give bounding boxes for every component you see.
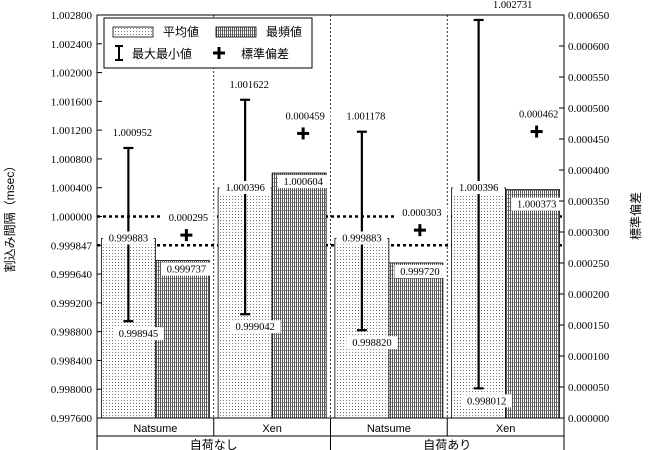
right-tick-label: 0.000300 — [568, 227, 610, 239]
max-value-label: 1.001622 — [229, 80, 268, 91]
legend-box — [103, 17, 313, 69]
min-value-label: 0.998012 — [467, 396, 506, 407]
group-label: 自荷なし — [190, 438, 238, 450]
left-tick-label: 0.999200 — [51, 298, 93, 310]
bar-mode — [154, 260, 210, 419]
left-axis-ticks: 0.997600 0.998000 0.998400 0.998800 0.999200… — [51, 10, 102, 425]
right-tick-label: 0.000250 — [568, 258, 610, 270]
left-tick-label: 1.002800 — [51, 10, 93, 22]
left-tick-label: 0.999847 — [51, 240, 93, 252]
mode-value-label: 0.999720 — [400, 267, 439, 278]
mean-value-label: 1.000396 — [459, 183, 498, 194]
left-tick-label: 1.001200 — [51, 125, 93, 137]
category-label: Natsume — [367, 423, 411, 435]
right-tick-label: 0.000350 — [568, 196, 610, 208]
left-axis-title: 割込み間隔（msec） — [2, 160, 17, 273]
error-bars — [123, 18, 484, 390]
min-value-label-bg — [346, 336, 398, 350]
mean-value-label-bg — [219, 181, 271, 195]
stddev-value-label-bg — [513, 107, 565, 121]
right-axis-ticks: 0.000000 0.000050 0.000100 0.000150 0.000200… — [559, 10, 610, 425]
mean-value-label-bg — [336, 231, 388, 245]
legend: 平均値 最頻値 最大最小値 標準偏差 — [103, 17, 313, 69]
min-value-label: 0.998820 — [352, 338, 391, 349]
mode-value-label: 0.999737 — [167, 265, 206, 276]
left-tick-label: 1.000800 — [51, 154, 93, 166]
group-label: 自荷あり — [423, 438, 471, 450]
mean-value-label: 0.999883 — [109, 234, 148, 245]
mean-value-label-bg — [453, 181, 505, 195]
left-tick-label: 1.000400 — [51, 183, 93, 195]
legend-minmax-icon — [115, 45, 123, 61]
left-tick-label: 0.998000 — [51, 384, 93, 396]
max-value-label-bg — [106, 125, 158, 139]
mean-value-label: 1.000396 — [225, 183, 264, 194]
right-tick-label: 0.000650 — [568, 10, 610, 22]
mode-value-label-bg — [277, 175, 329, 189]
mode-value-label: 1.000373 — [517, 200, 556, 211]
bar-mode — [388, 262, 444, 419]
max-value-label: 1.000952 — [113, 128, 152, 139]
min-value-label-bg — [112, 327, 164, 341]
bar-mode — [505, 189, 561, 419]
legend-label-stddev: 標準偏差 — [241, 46, 289, 61]
min-value-label-bg — [461, 394, 513, 408]
right-axis-title: 標準偏差 — [628, 192, 643, 240]
category-label: Xen — [496, 423, 516, 435]
right-tick-label: 0.000550 — [568, 72, 610, 84]
left-tick-label: 1.002000 — [51, 68, 93, 80]
max-value-label-bg — [223, 77, 275, 91]
mean-value-label: 0.999883 — [342, 234, 381, 245]
right-tick-label: 0.000500 — [568, 103, 610, 115]
mean-value-label-bg — [102, 231, 154, 245]
min-value-label: 0.999042 — [235, 322, 274, 333]
legend-swatch-mean — [112, 26, 154, 38]
left-tick-label: 1.001600 — [51, 96, 93, 108]
legend-swatch-mode — [215, 26, 257, 38]
category-label: Natsume — [133, 423, 177, 435]
max-value-label-bg — [487, 0, 539, 11]
x-axis: Natsume Xen Natsume Xen 自荷なし 自荷あり — [96, 418, 565, 450]
value-labels: 1.000952 0.998945 0.999883 0.999737 0.000295… — [102, 0, 565, 408]
left-tick-label: 0.998800 — [51, 327, 93, 339]
mode-value-label: 1.000604 — [283, 177, 323, 188]
left-tick-label: 1.000000 — [51, 212, 93, 224]
stddev-value-label: 0.000295 — [169, 213, 208, 224]
min-value-label-bg — [229, 320, 281, 334]
stddev-value-label: 0.000303 — [402, 208, 441, 219]
right-tick-label: 0.000150 — [568, 320, 610, 332]
left-tick-label: 1.002400 — [51, 39, 93, 51]
stddev-value-label-bg — [396, 206, 448, 220]
mode-value-label-bg — [394, 264, 446, 278]
stddev-markers — [180, 125, 543, 242]
max-value-label-bg — [340, 109, 392, 123]
category-label: Xen — [262, 423, 282, 435]
left-tick-label: 0.997600 — [51, 413, 93, 425]
stddev-value-label-bg — [279, 109, 331, 123]
right-tick-label: 0.000000 — [568, 413, 610, 425]
mode-value-label-bg — [511, 197, 563, 211]
right-tick-label: 0.000050 — [568, 382, 610, 394]
right-tick-label: 0.000600 — [568, 41, 610, 53]
left-tick-label: 0.998400 — [51, 355, 93, 367]
legend-stddev-icon — [213, 47, 225, 59]
legend-label-mode: 最頻値 — [266, 24, 302, 39]
stddev-value-label-bg — [162, 211, 214, 225]
legend-label-minmax: 最大最小値 — [132, 46, 192, 61]
right-tick-label: 0.000200 — [568, 289, 610, 301]
right-tick-label: 0.000450 — [568, 134, 610, 146]
bar-mode — [271, 172, 327, 419]
right-tick-label: 0.000100 — [568, 351, 610, 363]
mode-value-label-bg — [160, 262, 212, 276]
stddev-value-label: 0.000462 — [519, 110, 558, 121]
max-value-label: 1.001178 — [346, 112, 385, 123]
stddev-value-label: 0.000459 — [285, 111, 324, 122]
right-tick-label: 0.000400 — [568, 165, 610, 177]
min-value-label: 0.998945 — [119, 329, 158, 340]
max-value-label: 1.002731 — [493, 0, 532, 11]
legend-label-mean: 平均値 — [163, 24, 199, 39]
left-tick-label: 0.999640 — [51, 269, 93, 281]
